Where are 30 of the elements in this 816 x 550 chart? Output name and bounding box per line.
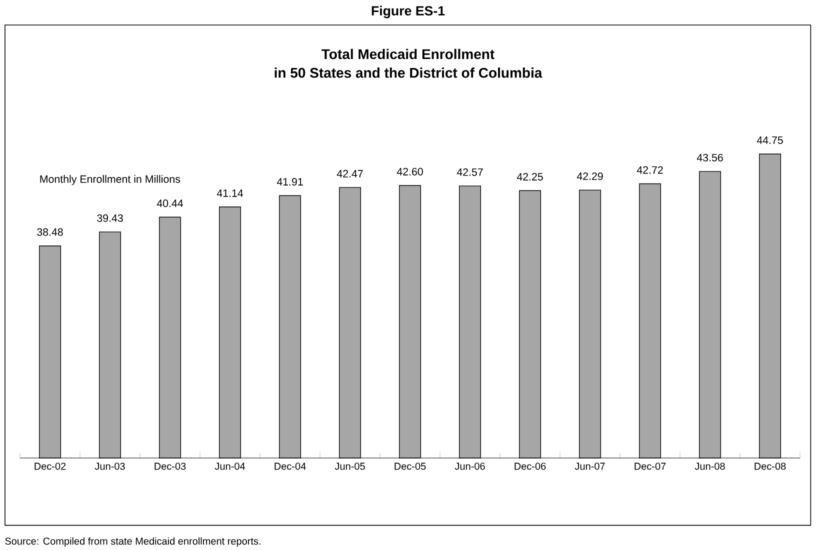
data-label: 42.60 <box>396 168 423 176</box>
data-label: 41.91 <box>276 178 303 186</box>
x-tick-label: Dec-08 <box>754 462 786 470</box>
x-tick-label: Jun-05 <box>334 462 365 470</box>
data-label: 44.75 <box>756 136 783 144</box>
data-label: 42.25 <box>516 173 543 181</box>
x-tick-label: Dec-03 <box>154 462 186 470</box>
data-label: 39.43 <box>97 214 123 222</box>
x-tick-label: Jun-08 <box>694 462 725 470</box>
x-tick-label: Dec-04 <box>274 462 306 470</box>
data-label: 42.72 <box>636 166 663 174</box>
x-tick-label: Jun-07 <box>574 462 605 470</box>
data-label: 40.44 <box>156 200 184 208</box>
chart-title: Figure ES-1 <box>372 6 445 18</box>
data-label: 42.57 <box>456 168 483 176</box>
data-label: 43.56 <box>696 154 723 162</box>
x-tick-label: Dec-05 <box>394 462 426 470</box>
chart-subtitle: Total Medicaid Enrollment in 50 States and the District of Columbia <box>274 48 542 78</box>
data-label: 38.48 <box>37 228 63 236</box>
x-tick-label: Dec-06 <box>514 462 546 470</box>
x-tick-label: Jun-06 <box>454 462 485 470</box>
x-tick-label: Jun-03 <box>94 462 125 470</box>
x-tick-label: Dec-02 <box>34 462 66 470</box>
x-tick-label: Jun-04 <box>214 462 245 470</box>
source-note: Source: Compiled from state Medicaid enrollment reports. <box>5 537 260 547</box>
y-axis-title: Monthly Enrollment in Millions <box>40 175 180 185</box>
data-label: 42.47 <box>336 170 363 178</box>
x-tick-label: Dec-07 <box>634 462 666 470</box>
data-label: 42.29 <box>576 172 603 180</box>
data-label: 41.14 <box>216 190 244 197</box>
